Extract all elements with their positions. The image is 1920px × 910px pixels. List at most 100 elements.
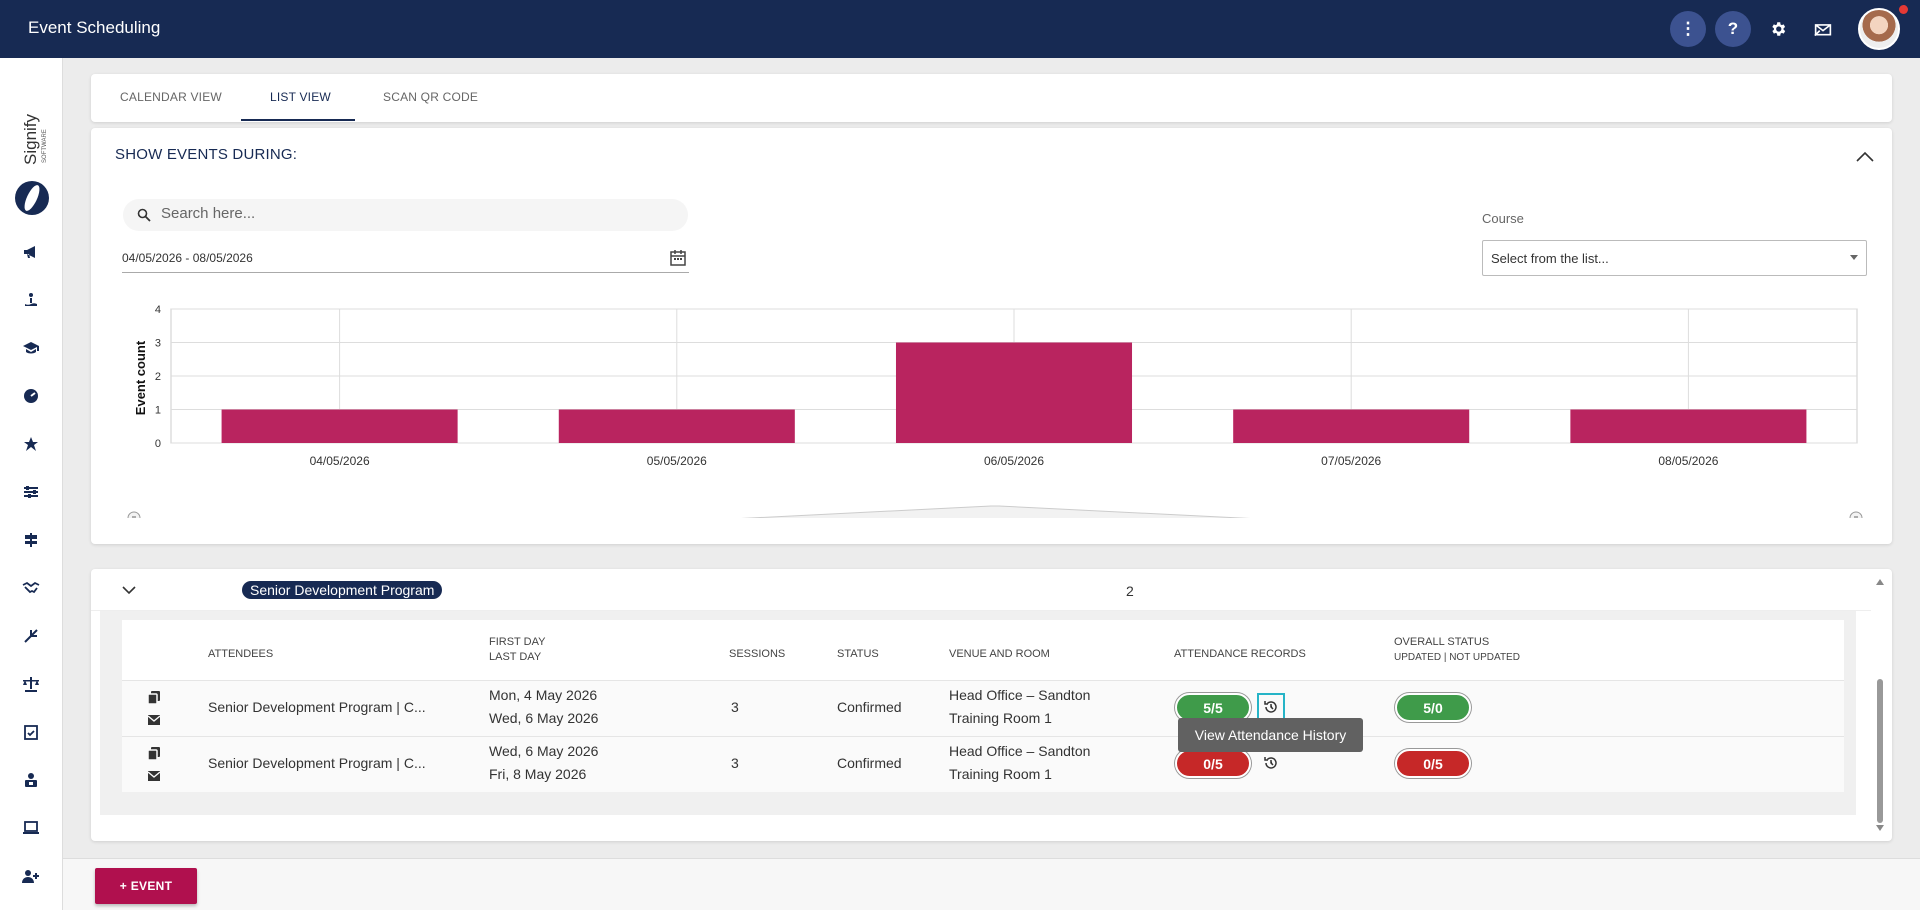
events-list-panel: Senior Development Program 2 ATTENDEES F…: [91, 569, 1892, 841]
chart-x-tick-label: 05/05/2026: [647, 454, 707, 468]
overall-status-badge[interactable]: 5/0: [1395, 693, 1471, 722]
room-cell: Training Room 1: [949, 766, 1052, 782]
copy-icon[interactable]: [147, 746, 161, 761]
signpost-icon[interactable]: [20, 529, 42, 551]
chart-bar[interactable]: [895, 342, 1133, 444]
vertical-scrollbar[interactable]: [1872, 579, 1888, 831]
column-header-attendance: ATTENDANCE RECORDS: [1174, 648, 1306, 660]
laptop-icon[interactable]: [20, 817, 42, 839]
navigator-right-handle[interactable]: [1849, 511, 1863, 518]
checklist-icon[interactable]: [20, 721, 42, 743]
chart-bar[interactable]: [1570, 409, 1807, 444]
chart-x-tick-label: 04/05/2026: [310, 454, 370, 468]
signify-logo[interactable]: Signify SOFTWARE: [12, 90, 52, 220]
event-group-header[interactable]: Senior Development Program 2: [91, 569, 1871, 611]
chart-y-tick-label: 0: [155, 438, 161, 450]
events-table: ATTENDEES FIRST DAY LAST DAY SESSIONS ST…: [122, 620, 1844, 792]
chart-x-ticks: 04/05/2026 05/05/2026 06/05/2026 07/05/2026…: [310, 454, 1719, 468]
date-range-value: 04/05/2026 - 08/05/2026: [122, 251, 253, 265]
chart-y-tick-label: 4: [155, 304, 161, 316]
active-tab-indicator: [241, 119, 355, 121]
status-cell: Confirmed: [837, 755, 902, 771]
mail-icon[interactable]: [1811, 17, 1835, 41]
attendees-cell[interactable]: Senior Development Program | C...: [208, 755, 426, 771]
chart-y-ticks: 0 1 2 3 4: [155, 304, 161, 450]
table-row[interactable]: Senior Development Program | C... Mon, 4…: [122, 680, 1844, 736]
column-header-last-day: LAST DAY: [489, 651, 542, 663]
graduation-cap-icon[interactable]: [20, 337, 42, 359]
chart-bar[interactable]: [221, 409, 458, 444]
search-box: [123, 199, 688, 231]
tab-list-view[interactable]: LIST VIEW: [270, 90, 331, 104]
last-day-cell: Wed, 6 May 2026: [489, 710, 599, 726]
help-button[interactable]: ?: [1715, 11, 1751, 47]
avatar[interactable]: [1858, 8, 1900, 50]
column-header-overall-sub: UPDATED | NOT UPDATED: [1394, 652, 1520, 663]
logo-subtext: SOFTWARE: [42, 129, 48, 163]
chart-x-tick-label: 07/05/2026: [1321, 454, 1381, 468]
person-wave-icon[interactable]: [20, 289, 42, 311]
column-header-first-day: FIRST DAY: [489, 636, 546, 648]
route-icon[interactable]: [20, 625, 42, 647]
search-input[interactable]: [161, 205, 661, 222]
add-event-button[interactable]: + EVENT: [95, 868, 197, 904]
chart-y-tick-label: 3: [155, 338, 161, 350]
copy-icon[interactable]: [147, 690, 161, 705]
history-icon[interactable]: [1257, 693, 1285, 721]
notification-dot: [1899, 5, 1908, 14]
chevron-up-icon[interactable]: [1854, 146, 1876, 168]
app-title: Event Scheduling: [28, 18, 161, 37]
date-range-field[interactable]: 04/05/2026 - 08/05/2026: [122, 245, 689, 273]
top-bar: Event Scheduling ⋮ ?: [0, 0, 1920, 58]
filter-panel: SHOW EVENTS DURING: 04/05/2026 - 08/05/2…: [91, 128, 1892, 544]
overall-status-badge[interactable]: 0/5: [1395, 749, 1471, 778]
room-cell: Training Room 1: [949, 710, 1052, 726]
star-icon[interactable]: [20, 433, 42, 455]
column-header-sessions: SESSIONS: [729, 648, 786, 660]
navigator-left-handle[interactable]: [127, 511, 141, 518]
scale-icon[interactable]: [20, 673, 42, 695]
handshake-icon[interactable]: [20, 577, 42, 599]
attendees-cell[interactable]: Senior Development Program | C...: [208, 699, 426, 715]
chart-x-tick-label: 06/05/2026: [984, 454, 1044, 468]
dashboard-icon[interactable]: [20, 385, 42, 407]
tab-scan-qr-code[interactable]: SCAN QR CODE: [383, 90, 479, 104]
column-header-status: STATUS: [837, 648, 879, 660]
logo-text: Signify: [21, 113, 40, 165]
gear-icon[interactable]: [1766, 17, 1790, 41]
first-day-cell: Wed, 6 May 2026: [489, 743, 599, 759]
section-title: SHOW EVENTS DURING:: [115, 146, 298, 163]
tab-calendar-view[interactable]: CALENDAR VIEW: [120, 90, 222, 104]
table-row[interactable]: Senior Development Program | C... Wed, 6…: [122, 736, 1844, 792]
chart-navigator[interactable]: [134, 505, 1856, 518]
person-badge-icon[interactable]: [20, 769, 42, 791]
history-icon[interactable]: [1261, 753, 1281, 773]
chart-bar[interactable]: [1233, 409, 1470, 444]
chart-x-tick-label: 08/05/2026: [1658, 454, 1718, 468]
email-icon[interactable]: [147, 769, 161, 783]
email-icon[interactable]: [147, 713, 161, 727]
scroll-thumb[interactable]: [1877, 679, 1883, 823]
calendar-icon[interactable]: [669, 249, 687, 267]
scroll-up-arrow[interactable]: [1876, 579, 1884, 585]
more-options-button[interactable]: ⋮: [1670, 11, 1706, 47]
sessions-cell: 3: [731, 755, 739, 771]
attendance-history-tooltip: View Attendance History: [1178, 718, 1363, 752]
sliders-icon[interactable]: [20, 481, 42, 503]
bottom-action-bar: + EVENT: [63, 858, 1920, 910]
chevron-down-icon[interactable]: [120, 581, 138, 599]
megaphone-icon[interactable]: [20, 241, 42, 263]
first-day-cell: Mon, 4 May 2026: [489, 687, 598, 703]
course-select[interactable]: Select from the list...: [1482, 240, 1867, 276]
attendance-records-badge[interactable]: 0/5: [1175, 749, 1251, 778]
venue-cell: Head Office – Sandton: [949, 687, 1091, 703]
chart-bars: [221, 342, 1807, 444]
search-icon: [137, 208, 151, 222]
scroll-down-arrow[interactable]: [1876, 825, 1884, 831]
add-user-icon[interactable]: [20, 865, 42, 887]
chart-bar[interactable]: [558, 409, 795, 444]
sessions-cell: 3: [731, 699, 739, 715]
status-cell: Confirmed: [837, 699, 902, 715]
chart-y-tick-label: 2: [155, 371, 161, 383]
view-tabs: CALENDAR VIEW LIST VIEW SCAN QR CODE: [91, 74, 1892, 122]
